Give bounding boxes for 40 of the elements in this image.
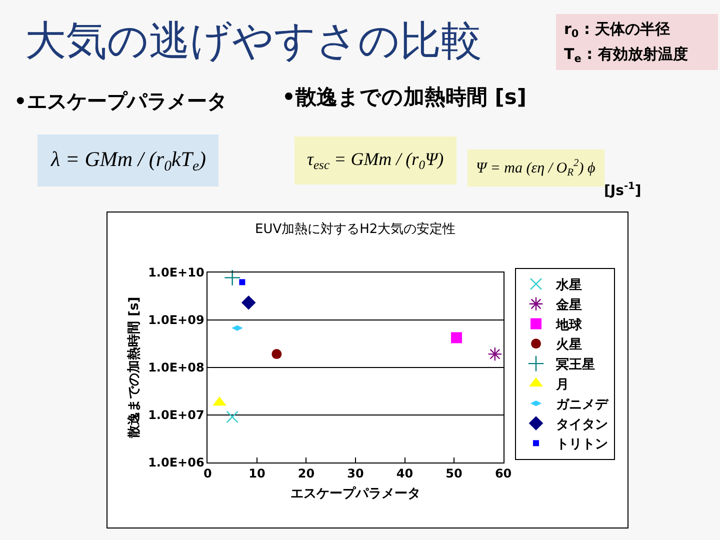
legend-label: タイタン (556, 417, 608, 432)
y-tick-label: 1.0E+10 (148, 266, 204, 280)
x-tick-label: 60 (494, 466, 512, 481)
y-axis-title: 散逸までの加熱時間 [s] (126, 296, 142, 439)
text: λ = GMm / (r$_{0}$kT$_{e}$) (50, 147, 206, 174)
y-tick-label: 1.0E+06 (148, 456, 204, 470)
text: •散逸までの加熱時間 [s] (282, 85, 526, 109)
x-tick-label: 10 (248, 466, 266, 481)
text: T$_{e}$ : 有効放射温度 (564, 45, 688, 66)
legend-label: ガニメデ (556, 397, 609, 412)
chart-subtitle: EUV加熱に対するH2大気の安定性 (255, 221, 456, 237)
text: Ψ = ma (εη / O$_{R}$$^{2}$) ϕ (476, 158, 596, 178)
text: [Js$^{-1}$] (604, 181, 642, 199)
y-tick-label: 1.0E+08 (148, 360, 204, 374)
y-tick-label: 1.0E+09 (148, 313, 204, 327)
legend-label: トリトン (556, 437, 608, 452)
x-tick-label: 0 (204, 466, 212, 481)
x-tick-label: 30 (347, 466, 364, 481)
point (451, 332, 462, 344)
chart-title: 大気の逃げやすさの比較 (25, 16, 482, 64)
x-tick-label: 20 (298, 466, 315, 481)
point (239, 279, 246, 286)
legend-label: 地球 (555, 316, 583, 333)
text: τ$_{esc}$ = GMm / (r$_{0}$Ψ) (307, 149, 444, 172)
legend-label: 水星 (555, 278, 582, 294)
x-axis-title: エスケープパラメータ (290, 485, 420, 502)
legend-label: 金星 (555, 298, 582, 313)
legend-label: 月 (555, 378, 569, 393)
point (224, 269, 241, 286)
text: •エスケープパラメータ (14, 89, 227, 113)
y-tick-label: 1.0E+07 (148, 408, 204, 422)
point (241, 295, 256, 310)
point (272, 349, 282, 360)
legend-label: 冥王星 (555, 358, 595, 373)
point (226, 410, 238, 424)
point (488, 346, 502, 362)
text: r$_{0}$ : 天体の半径 (564, 20, 670, 40)
x-tick-label: 50 (446, 466, 462, 481)
legend-label: 火星 (555, 338, 582, 353)
x-tick-label: 40 (396, 466, 414, 481)
